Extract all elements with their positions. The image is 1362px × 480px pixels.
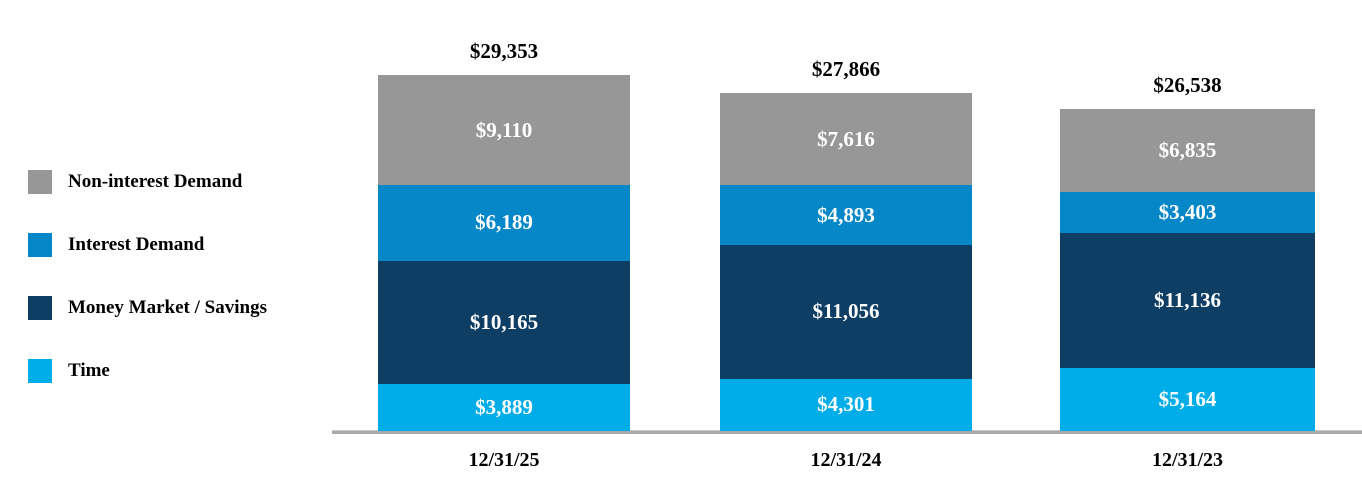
legend-swatch-icon bbox=[28, 170, 52, 194]
bar-total-label: $29,353 bbox=[469, 38, 539, 63]
legend-item-interest-demand: Interest Demand bbox=[28, 233, 267, 257]
segment-value-label: $4,893 bbox=[817, 202, 875, 227]
x-axis-label: 12/31/24 bbox=[810, 449, 882, 471]
segment-value-label: $11,136 bbox=[1153, 288, 1222, 313]
segment-value-label: $3,889 bbox=[475, 394, 533, 419]
bar-segment-time: $5,164 bbox=[1060, 368, 1315, 431]
segment-value-label: $10,165 bbox=[469, 309, 539, 334]
bar-column-12-31-25: $29,353 $9,110 $6,189 $10,165 $3,889 12/31/25 bbox=[378, 39, 630, 471]
segment-value-label: $6,835 bbox=[1158, 138, 1217, 163]
bar-segment-time: $4,301 bbox=[720, 378, 972, 431]
bar-column-12-31-24: $27,866 $7,616 $4,893 $11,056 $4,301 12/31/24 bbox=[720, 57, 972, 471]
legend-label: Interest Demand bbox=[68, 234, 205, 255]
segment-value-label: $9,110 bbox=[475, 117, 533, 142]
bar-segment-interest-demand: $6,189 bbox=[378, 185, 630, 261]
bar-segment-non-interest-demand: $6,835 bbox=[1060, 109, 1315, 193]
bar-segment-money-market-savings: $11,056 bbox=[720, 244, 972, 379]
segment-value-label: $6,189 bbox=[475, 210, 533, 235]
bar-segment-interest-demand: $4,893 bbox=[720, 185, 972, 245]
segment-value-label: $4,301 bbox=[817, 392, 875, 417]
bar-column-12-31-23: $26,538 $6,835 $3,403 $11,136 $5,164 12/31/23 bbox=[1060, 73, 1315, 471]
x-axis-label: 12/31/25 bbox=[468, 449, 540, 471]
chart-legend: Non-interest Demand Interest Demand Money … bbox=[28, 170, 267, 422]
x-axis-label: 12/31/23 bbox=[1151, 449, 1224, 471]
legend-swatch-icon bbox=[28, 359, 52, 383]
bar-segment-non-interest-demand: $7,616 bbox=[720, 93, 972, 186]
bar-segment-non-interest-demand: $9,110 bbox=[378, 74, 630, 186]
bar-segment-money-market-savings: $10,165 bbox=[378, 260, 630, 384]
legend-item-time: Time bbox=[28, 359, 267, 383]
legend-label: Money Market / Savings bbox=[68, 297, 267, 318]
bar-segment-time: $3,889 bbox=[378, 383, 630, 431]
segment-value-label: $5,164 bbox=[1158, 387, 1217, 412]
bar-total-label: $26,538 bbox=[1153, 73, 1222, 98]
segment-value-label: $3,403 bbox=[1158, 200, 1217, 225]
bar-segment-interest-demand: $3,403 bbox=[1060, 192, 1315, 234]
segment-value-label: $7,616 bbox=[817, 126, 875, 151]
legend-swatch-icon bbox=[28, 233, 52, 257]
legend-label: Non-interest Demand bbox=[68, 171, 243, 192]
legend-label: Time bbox=[68, 360, 110, 381]
segment-value-label: $11,056 bbox=[812, 299, 880, 324]
bar-segment-money-market-savings: $11,136 bbox=[1060, 233, 1315, 369]
legend-swatch-icon bbox=[28, 296, 52, 320]
legend-item-non-interest-demand: Non-interest Demand bbox=[28, 170, 267, 194]
bar-total-label: $27,866 bbox=[811, 57, 881, 82]
legend-item-money-market-savings: Money Market / Savings bbox=[28, 296, 267, 320]
